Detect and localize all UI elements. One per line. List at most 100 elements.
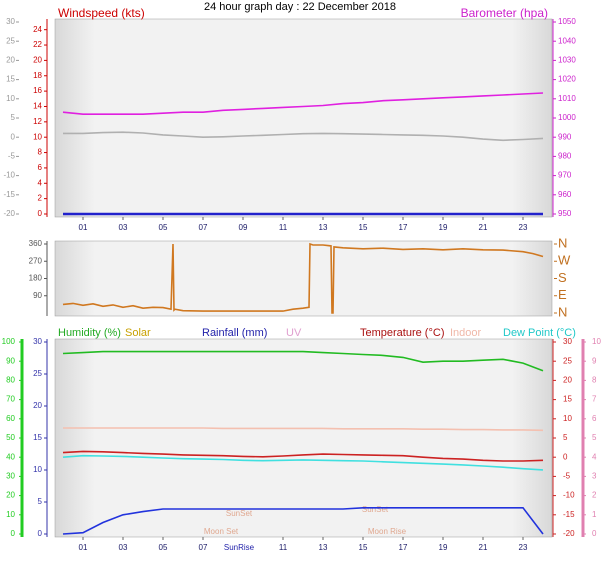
y-tick-label: 15 — [563, 395, 572, 404]
series-line — [62, 507, 544, 535]
axis-label: Rainfall (mm) — [202, 327, 267, 339]
y-tick-label: 25 — [563, 356, 572, 365]
x-tick-label: 01 — [79, 543, 88, 552]
y-tick-label: 4 — [38, 178, 43, 187]
y-tick-label: 2 — [592, 491, 597, 500]
y-tick-label: 20 — [6, 56, 15, 65]
y-tick-label: 10 — [6, 94, 15, 103]
y-tick-label: 0 — [38, 209, 43, 218]
y-tick-label: 50 — [6, 433, 15, 442]
y-tick-label: 990 — [558, 132, 572, 141]
axis-label: Indoor — [450, 327, 482, 339]
x-tick-label: 15 — [359, 543, 368, 552]
y-tick-label: 8 — [38, 148, 43, 157]
y-tick-label: 0 — [11, 132, 16, 141]
y-tick-label: 30 — [33, 337, 42, 346]
y-tick-label: 8 — [592, 376, 597, 385]
y-tick-label: 10 — [33, 465, 42, 474]
series-line — [63, 427, 544, 432]
y-tick-label: 25 — [33, 369, 42, 378]
y-tick-label: 0 — [11, 529, 16, 538]
x-tick-label: 19 — [439, 223, 448, 232]
axis-label: Temperature (°C) — [360, 327, 444, 339]
y-tick-label: -10 — [3, 171, 15, 180]
x-tick-label: 17 — [399, 223, 408, 232]
axis-label: Humidity (%) — [58, 327, 121, 339]
y-tick-label: 5 — [592, 433, 597, 442]
axis-label: Barometer (hpa) — [461, 6, 548, 20]
y-tick-label: 9 — [592, 356, 597, 365]
x-tick-label: 19 — [439, 543, 448, 552]
axis-label: Windspeed (kts) — [58, 6, 145, 20]
y-tick-label: 60 — [6, 414, 15, 423]
y-tick-label: 950 — [558, 209, 572, 218]
y-tick-label: 14 — [33, 102, 42, 111]
y-tick-label: -5 — [8, 152, 16, 161]
y-tick-label: 1050 — [558, 17, 576, 26]
y-tick-label: 0 — [563, 452, 568, 461]
x-tick-label: 23 — [519, 223, 528, 232]
x-tick-label: 07 — [199, 223, 208, 232]
series-line — [62, 92, 544, 115]
x-tick-label: 03 — [119, 543, 128, 552]
y-tick-label: 20 — [33, 56, 42, 65]
y-tick-label: 1010 — [558, 94, 576, 103]
annotation: SunRise — [224, 543, 255, 552]
y-tick-label: 20 — [33, 401, 42, 410]
y-tick-label: N — [558, 235, 567, 250]
y-tick-label: 0 — [592, 529, 597, 538]
y-tick-label: 5 — [11, 113, 16, 122]
y-tick-label: -20 — [3, 209, 15, 218]
y-tick-label: 180 — [29, 274, 43, 283]
x-tick-label: 21 — [479, 223, 488, 232]
x-tick-label: 11 — [279, 543, 288, 552]
annotation: SunSet — [362, 505, 389, 514]
y-tick-label: 20 — [6, 491, 15, 500]
x-tick-label: 05 — [159, 223, 168, 232]
y-tick-label: 10 — [592, 337, 601, 346]
x-tick-label: 03 — [119, 223, 128, 232]
axis-label: Dew Point (°C) — [503, 327, 576, 339]
y-tick-label: 70 — [6, 395, 15, 404]
y-tick-label: 12 — [33, 117, 42, 126]
y-tick-label: 22 — [33, 40, 42, 49]
y-tick-label: 360 — [29, 239, 43, 248]
y-tick-label: 10 — [563, 414, 572, 423]
y-tick-label: -5 — [563, 472, 571, 481]
y-tick-label: 970 — [558, 171, 572, 180]
y-tick-label: E — [558, 287, 567, 302]
y-tick-label: 1000 — [558, 113, 576, 122]
y-tick-label: 30 — [6, 17, 15, 26]
y-tick-label: 30 — [6, 472, 15, 481]
y-tick-label: 3 — [592, 472, 597, 481]
y-tick-label: 90 — [33, 291, 42, 300]
series-line — [62, 242, 544, 314]
annotation: SunSet — [226, 509, 253, 518]
y-tick-label: 6 — [592, 414, 597, 423]
y-tick-label: 5 — [563, 433, 568, 442]
y-tick-label: 25 — [6, 36, 15, 45]
x-tick-label: 05 — [159, 543, 168, 552]
y-tick-label: 2 — [38, 194, 43, 203]
graph-title: 24 hour graph day : 22 December 2018 — [204, 1, 396, 13]
y-tick-label: 18 — [33, 71, 42, 80]
x-tick-label: 15 — [359, 223, 368, 232]
y-tick-label: -20 — [563, 529, 575, 538]
y-tick-label: -15 — [563, 510, 575, 519]
y-tick-label: 270 — [29, 256, 43, 265]
series-line — [62, 454, 544, 471]
x-tick-label: 07 — [199, 543, 208, 552]
x-tick-label: 09 — [239, 223, 248, 232]
y-tick-label: 6 — [38, 163, 43, 172]
y-tick-label: 15 — [33, 433, 42, 442]
y-tick-label: -15 — [3, 190, 15, 199]
y-tick-label: 30 — [563, 337, 572, 346]
y-tick-label: 10 — [6, 510, 15, 519]
series-line — [62, 350, 544, 372]
x-tick-label: 21 — [479, 543, 488, 552]
y-tick-label: 24 — [33, 25, 42, 34]
x-tick-label: 01 — [79, 223, 88, 232]
plot-area — [54, 240, 553, 317]
y-tick-label: W — [558, 253, 571, 268]
